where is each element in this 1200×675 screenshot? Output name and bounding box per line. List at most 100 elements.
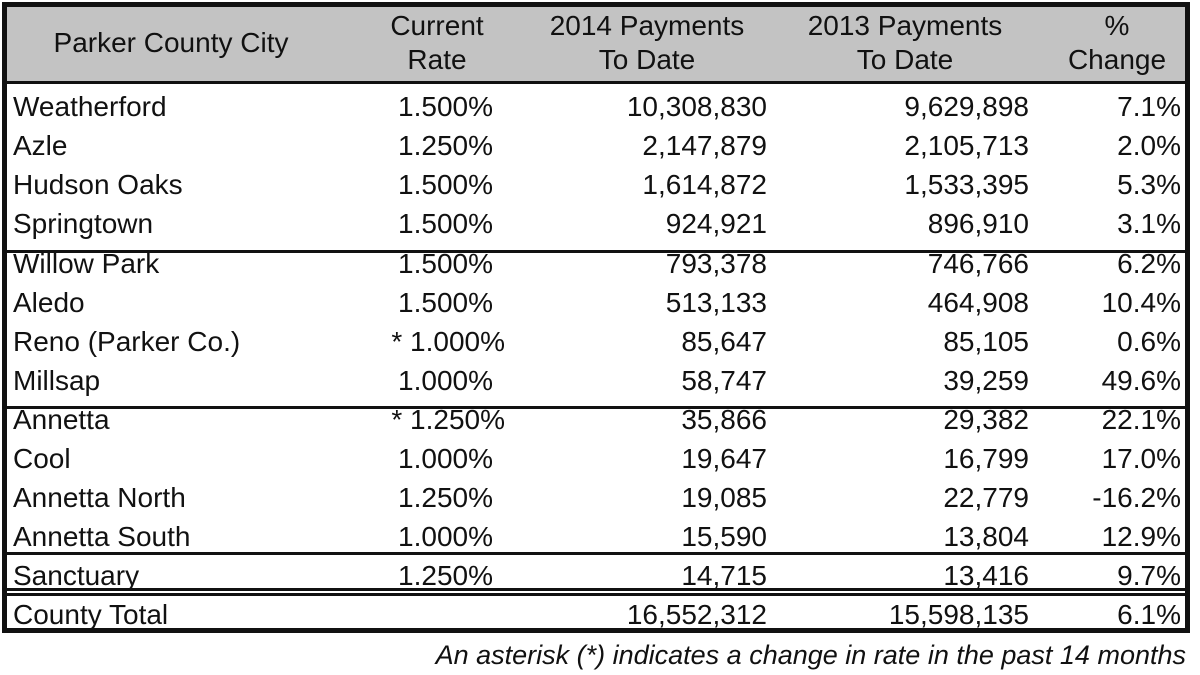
payments-2014-cell: 1,614,872: [642, 169, 767, 200]
total-divider: [7, 588, 1185, 596]
total-city: County Total: [13, 599, 169, 630]
table-row: Willow Park 1.500% 793,378 746,766 6.2%: [7, 244, 1185, 283]
city-cell: Millsap: [13, 365, 101, 396]
payments-2013-cell: 1,533,395: [904, 169, 1029, 200]
payments-2014-cell: 85,647: [681, 326, 767, 357]
payments-2014-cell: 19,085: [681, 482, 767, 513]
header-rate: Current Rate: [367, 9, 507, 77]
rate-cell: 1.500%: [398, 248, 493, 279]
pct-change-cell: 10.4%: [1101, 287, 1181, 318]
rate-cell: 1.500%: [398, 169, 493, 200]
city-cell: Aledo: [13, 287, 85, 318]
payments-2014-cell: 15,590: [681, 521, 767, 552]
pct-change-cell: 22.1%: [1101, 404, 1181, 435]
payments-2014-cell: 793,378: [665, 248, 767, 279]
rate-cell: * 1.000%: [391, 326, 505, 357]
payments-2013-cell: 13,804: [943, 521, 1029, 552]
city-cell: Cool: [13, 443, 71, 474]
payments-2013-cell: 39,259: [943, 365, 1029, 396]
payments-2014-cell: 2,147,879: [642, 130, 767, 161]
total-2014: 16,552,312: [626, 599, 767, 630]
rate-cell: 1.000%: [398, 365, 493, 396]
header-2014-line2: To Date: [598, 44, 696, 75]
table-row: Aledo 1.500% 513,133 464,908 10.4%: [7, 283, 1185, 322]
city-cell: Annetta North: [13, 482, 186, 513]
city-cell: Weatherford: [13, 91, 167, 122]
rate-cell: * 1.250%: [391, 404, 505, 435]
total-2013: 15,598,135: [888, 599, 1029, 630]
rate-cell: 1.500%: [398, 91, 493, 122]
rate-cell: 1.500%: [398, 208, 493, 239]
city-cell: Annetta: [13, 404, 110, 435]
payments-2013-cell: 13,416: [943, 560, 1029, 591]
rate-cell: 1.500%: [398, 287, 493, 318]
header-pct: % Change: [1047, 9, 1187, 77]
header-2013: 2013 Payments To Date: [785, 9, 1025, 77]
table-row: Hudson Oaks 1.500% 1,614,872 1,533,395 5.3%: [7, 165, 1185, 204]
group-divider: [7, 250, 1185, 253]
payments-2014-cell: 10,308,830: [626, 91, 767, 122]
rate-cell: 1.250%: [398, 482, 493, 513]
header-rate-line2: Rate: [407, 44, 467, 75]
payments-2013-cell: 896,910: [927, 208, 1029, 239]
payments-2014-cell: 14,715: [681, 560, 767, 591]
table-row: Annetta * 1.250% 35,866 29,382 22.1%: [7, 400, 1185, 439]
header-pct-line1: %: [1104, 10, 1130, 41]
payments-2013-cell: 85,105: [943, 326, 1029, 357]
pct-change-cell: 0.6%: [1117, 326, 1181, 357]
pct-change-cell: 49.6%: [1101, 365, 1181, 396]
total-pct: 6.1%: [1117, 599, 1181, 630]
pct-change-cell: 3.1%: [1117, 208, 1181, 239]
city-cell: Sanctuary: [13, 560, 140, 591]
city-cell: Azle: [13, 130, 68, 161]
header-rate-line1: Current: [390, 10, 484, 41]
table-row: Springtown 1.500% 924,921 896,910 3.1%: [7, 204, 1185, 243]
pct-change-cell: 5.3%: [1117, 169, 1181, 200]
table-row: Annetta North 1.250% 19,085 22,779 -16.2%: [7, 478, 1185, 517]
payments-2013-cell: 464,908: [927, 287, 1029, 318]
city-cell: Hudson Oaks: [13, 169, 183, 200]
header-2013-line2: To Date: [856, 44, 954, 75]
city-cell: Reno (Parker Co.): [13, 326, 241, 357]
total-row: County Total 16,552,312 15,598,135 6.1%: [7, 595, 1185, 634]
table-row: Millsap 1.000% 58,747 39,259 49.6%: [7, 361, 1185, 400]
payments-2014-cell: 924,921: [665, 208, 767, 239]
payments-2013-cell: 9,629,898: [904, 91, 1029, 122]
city-cell: Springtown: [13, 208, 154, 239]
group-divider: [7, 406, 1185, 409]
table-row: Sanctuary 1.250% 14,715 13,416 9.7%: [7, 556, 1185, 595]
table-header: Parker County City Current Rate 2014 Pay…: [7, 7, 1185, 84]
table-row: Annetta South 1.000% 15,590 13,804 12.9%: [7, 517, 1185, 556]
table-row: Reno (Parker Co.) * 1.000% 85,647 85,105 0.6…: [7, 322, 1185, 361]
header-pct-line2: Change: [1067, 44, 1167, 75]
payments-2013-cell: 29,382: [943, 404, 1029, 435]
pct-change-cell: 6.2%: [1117, 248, 1181, 279]
payments-2014-cell: 19,647: [681, 443, 767, 474]
footnote: An asterisk (*) indicates a change in ra…: [435, 640, 1186, 670]
rate-cell: 1.250%: [398, 130, 493, 161]
pct-change-cell: 2.0%: [1117, 130, 1181, 161]
rate-cell: 1.250%: [398, 560, 493, 591]
pct-change-cell: 9.7%: [1117, 560, 1181, 591]
table-row: Azle 1.250% 2,147,879 2,105,713 2.0%: [7, 126, 1185, 165]
rate-cell: 1.000%: [398, 521, 493, 552]
payments-2013-cell: 22,779: [943, 482, 1029, 513]
city-cell: Annetta South: [13, 521, 191, 552]
group-divider: [7, 552, 1185, 555]
pct-change-cell: 12.9%: [1101, 521, 1181, 552]
payments-2014-cell: 58,747: [681, 365, 767, 396]
payments-2014-cell: 35,866: [681, 404, 767, 435]
pct-change-cell: 17.0%: [1101, 443, 1181, 474]
payments-2013-cell: 746,766: [927, 248, 1029, 279]
payments-2013-cell: 16,799: [943, 443, 1029, 474]
payments-2014-cell: 513,133: [665, 287, 767, 318]
header-2014: 2014 Payments To Date: [527, 9, 767, 77]
pct-change-cell: 7.1%: [1117, 91, 1181, 122]
header-city: Parker County City: [53, 27, 289, 58]
sales-tax-table: Parker County City Current Rate 2014 Pay…: [2, 2, 1190, 633]
table-row: Weatherford 1.500% 10,308,830 9,629,898 7.1%: [7, 87, 1185, 126]
table-row: Cool 1.000% 19,647 16,799 17.0%: [7, 439, 1185, 478]
city-cell: Willow Park: [13, 248, 160, 279]
pct-change-cell: -16.2%: [1092, 482, 1181, 513]
header-2013-line1: 2013 Payments: [807, 10, 1003, 41]
